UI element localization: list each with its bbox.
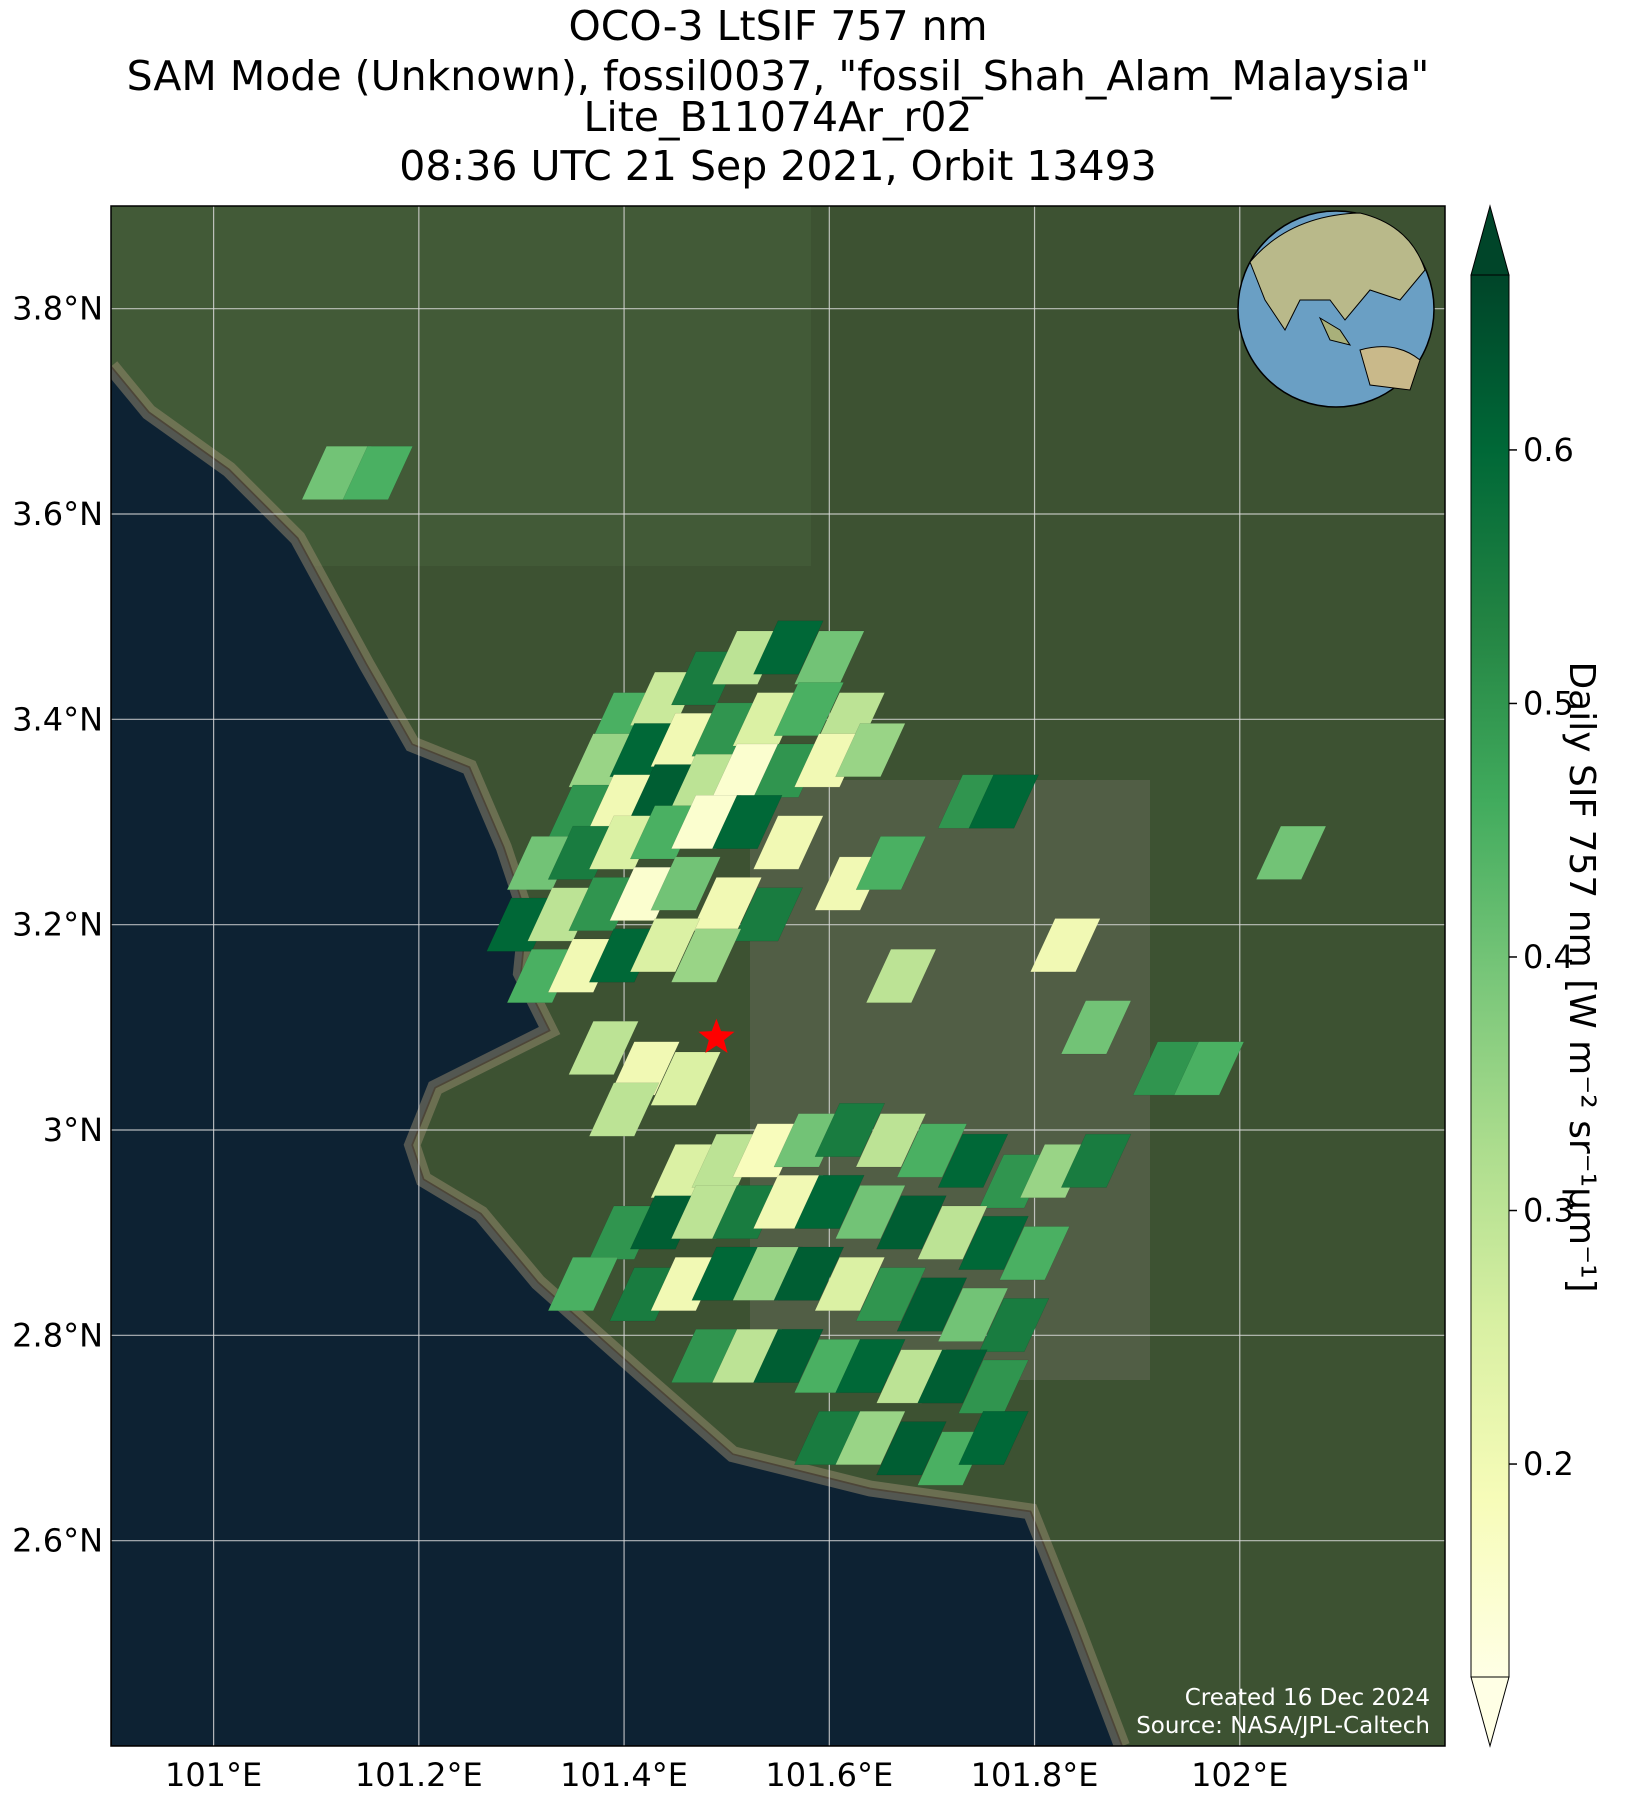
sif-footprint: [794, 1174, 865, 1229]
sif-footprint: [968, 774, 1039, 829]
credit: Source: NASA/JPL-Caltech: [1136, 1713, 1430, 1739]
y-tick-label: 3.8°N: [12, 290, 103, 328]
sif-footprint: [876, 1421, 947, 1476]
globe-land: [1318, 316, 1352, 346]
sif-footprint: [711, 795, 783, 849]
sif-footprint: [855, 1113, 927, 1168]
sif-footprint: [835, 1339, 906, 1394]
y-tick-label: 3°N: [43, 1111, 103, 1149]
sif-footprint: [753, 1328, 824, 1383]
sif-footprint: [917, 1205, 988, 1260]
sif-footprint: [1173, 1041, 1245, 1096]
sif-footprint: [753, 620, 824, 675]
sif-footprint: [958, 1215, 1029, 1270]
sif-footprint: [629, 918, 701, 973]
colorbar-body: [1470, 274, 1510, 1678]
sif-footprint: [978, 1298, 1050, 1353]
x-tick-label: 101.8°E: [971, 1756, 1099, 1794]
sif-footprint: [342, 445, 414, 500]
sif-footprint: [865, 949, 937, 1003]
sif-footprint: [835, 723, 906, 778]
y-tick-label: 3.4°N: [12, 700, 103, 738]
colorbar-tick-label: 0.4: [1523, 938, 1574, 976]
colorbar-tick-label: 0.6: [1523, 431, 1574, 469]
colorbar-label: Daily SIF 757 nm [W m⁻² sr⁻¹μm⁻¹]: [1561, 661, 1602, 1292]
title-line: Lite_B11074Ar_r02: [583, 93, 972, 141]
globe-land: [1359, 346, 1421, 391]
credit: Created 16 Dec 2024: [1185, 1685, 1430, 1711]
colorbar: 0.2 0.3 0.4 0.5 0.6: [1470, 204, 1574, 1748]
sif-footprint: [855, 836, 927, 891]
sif-footprint: [999, 1226, 1070, 1281]
x-tick-label: 101.6°E: [765, 1756, 893, 1794]
site-marker: [698, 1018, 735, 1053]
x-tick-label: 101°E: [165, 1756, 262, 1794]
sif-footprint: [588, 1082, 660, 1137]
x-tick-label: 101.2°E: [355, 1756, 483, 1794]
sif-footprint: [547, 1257, 619, 1311]
sif-footprint: [876, 1195, 947, 1250]
sif-footprint: [958, 1411, 1029, 1465]
title-line: SAM Mode (Unknown), fossil0037, "fossil_…: [127, 52, 1430, 100]
sif-footprint: [650, 856, 721, 911]
sif-footprint: [773, 682, 845, 737]
sif-footprint: [835, 1411, 906, 1465]
sif-footprint: [568, 1020, 639, 1075]
colorbar-tick-label: 0.2: [1523, 1445, 1574, 1483]
sif-footprint: [814, 1257, 886, 1311]
colorbar-tick-label: 0.5: [1523, 684, 1574, 722]
shore: [111, 361, 1130, 1746]
x-tick-label: 102°E: [1191, 1756, 1288, 1794]
sif-footprint: [1060, 1133, 1132, 1188]
sif-footprint: [1255, 825, 1327, 880]
sif-footprint: [670, 928, 742, 983]
sif-footprint: [896, 1277, 968, 1332]
globe-land: [1249, 212, 1426, 331]
titles: OCO-3 LtSIF 757 nm SAM Mode (Unknown), f…: [127, 2, 1430, 190]
sif-footprint: [855, 1267, 927, 1322]
sif-footprint: [937, 1133, 1009, 1188]
sif-footprint: [814, 1103, 886, 1157]
inset-globe: [1237, 210, 1435, 408]
y-tick-label: 2.8°N: [12, 1316, 103, 1354]
sif-footprint: [917, 1349, 988, 1404]
y-tick-label: 3.2°N: [12, 906, 103, 944]
sif-footprint: [753, 815, 824, 870]
sif-footprint: [937, 1287, 1009, 1342]
map-frame: [110, 205, 1446, 1747]
colorbar-extend-min: [1470, 1676, 1510, 1748]
title-line: OCO-3 LtSIF 757 nm: [568, 2, 987, 50]
colorbar-extend-max: [1470, 204, 1510, 276]
x-tick-label: 101.4°E: [560, 1756, 688, 1794]
sif-footprint: [835, 1185, 906, 1240]
colorbar-tick-label: 0.3: [1523, 1192, 1574, 1230]
sif-footprint: [1030, 918, 1101, 973]
basemap: [111, 206, 1445, 1746]
y-tick-label: 2.6°N: [12, 1522, 103, 1560]
footprints: [301, 445, 1327, 1486]
sif-footprint: [650, 1051, 721, 1106]
sif-footprint: [1060, 1000, 1132, 1055]
sif-footprint: [773, 1246, 845, 1301]
y-tick-label: 3.6°N: [12, 495, 103, 533]
sif-footprint: [732, 887, 803, 942]
title-line: 08:36 UTC 21 Sep 2021, Orbit 13493: [399, 142, 1157, 190]
sif-footprint: [896, 1123, 968, 1178]
